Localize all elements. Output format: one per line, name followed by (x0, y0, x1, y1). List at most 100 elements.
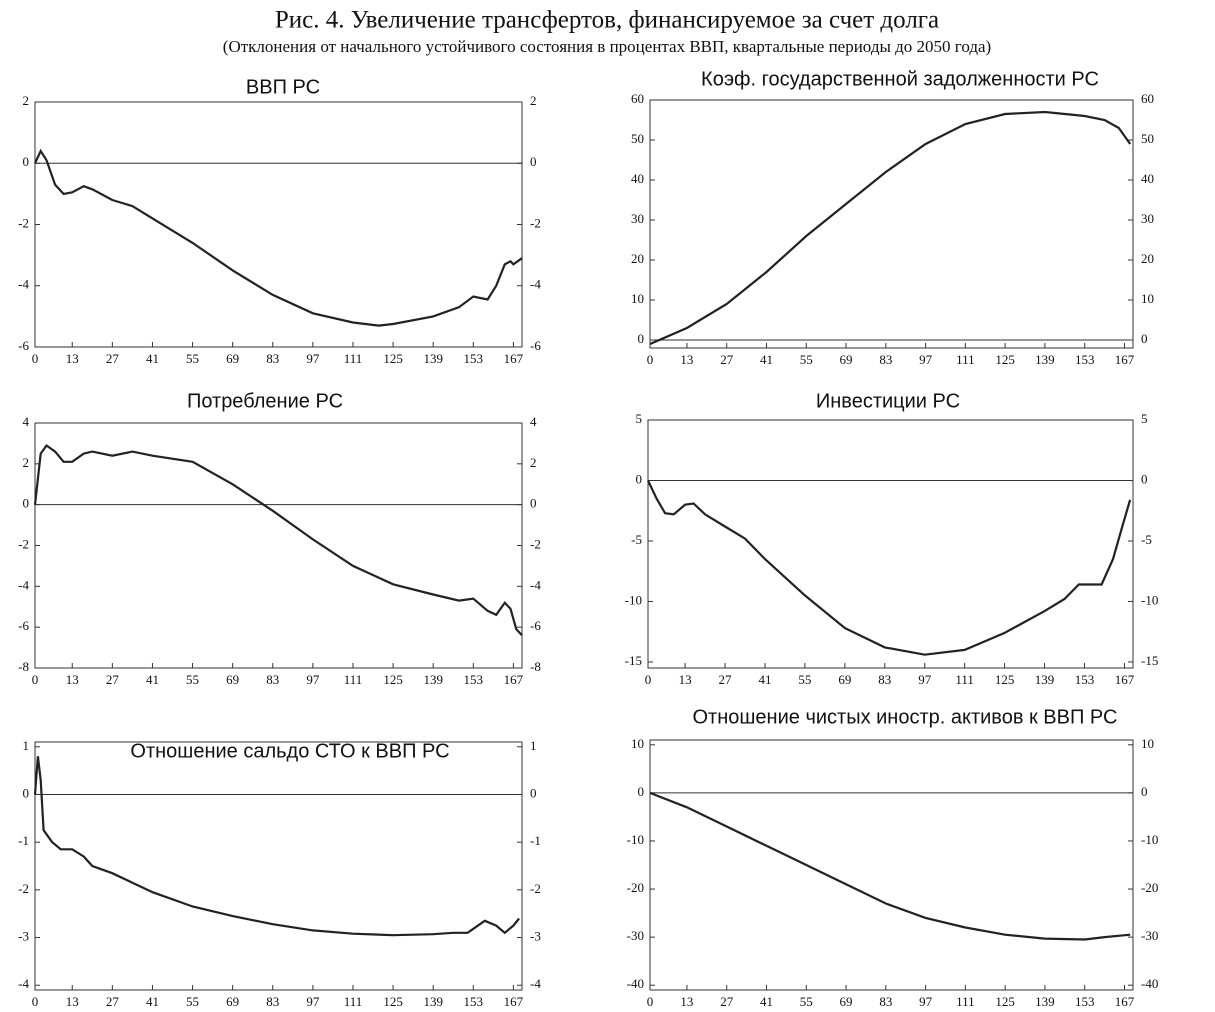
y2-tick-label: 4 (530, 414, 537, 429)
y-tick-label: 0 (23, 154, 30, 169)
x-tick-label: 83 (878, 672, 891, 687)
y-tick-label: 2 (23, 93, 30, 108)
figure-subtitle: (Отклонения от начального устойчивого со… (223, 37, 991, 56)
y-tick-label: 0 (636, 471, 643, 486)
y-tick-label: -1 (18, 833, 29, 848)
data-line (33, 443, 523, 637)
x-tick-label: 0 (647, 994, 654, 1009)
y-tick-label: 50 (631, 131, 644, 146)
y2-tick-label: -40 (1141, 976, 1158, 991)
y-tick-label: 4 (23, 414, 30, 429)
x-tick-label: 69 (838, 672, 851, 687)
y-tick-label: -2 (18, 536, 29, 551)
x-tick-label: 0 (647, 352, 654, 367)
x-tick-label: 27 (106, 994, 120, 1009)
x-tick-label: 69 (840, 352, 853, 367)
x-tick-label: 125 (995, 994, 1015, 1009)
x-tick-label: 41 (758, 672, 771, 687)
x-tick-label: 139 (423, 672, 443, 687)
x-tick-label: 0 (32, 351, 39, 366)
x-tick-label: 13 (680, 352, 693, 367)
y-tick-label: -4 (18, 277, 29, 292)
x-tick-label: 97 (306, 672, 320, 687)
x-tick-label: 111 (344, 672, 363, 687)
x-tick-label: 27 (720, 352, 734, 367)
x-tick-label: 83 (266, 351, 279, 366)
y2-tick-label: 20 (1141, 251, 1154, 266)
data-line (34, 148, 523, 327)
x-tick-label: 13 (66, 672, 79, 687)
plot-frame (649, 99, 1134, 349)
x-tick-label: 167 (1115, 352, 1135, 367)
y2-tick-label: -4 (530, 976, 541, 991)
x-tick-label: 153 (464, 351, 484, 366)
x-tick-label: 83 (879, 994, 892, 1009)
x-tick-label: 83 (266, 672, 279, 687)
y2-tick-label: -2 (530, 215, 541, 230)
y-tick-label: 2 (23, 455, 30, 470)
x-tick-label: 111 (956, 994, 975, 1009)
data-line (33, 756, 520, 937)
y2-tick-label: -10 (1141, 832, 1158, 847)
x-tick-label: 41 (146, 351, 159, 366)
y-tick-label: -30 (627, 928, 644, 943)
x-tick-label: 55 (186, 672, 199, 687)
y2-tick-label: 0 (530, 496, 537, 511)
x-tick-label: 13 (66, 351, 79, 366)
x-tick-label: 139 (1035, 672, 1055, 687)
x-tick-label: 83 (266, 994, 279, 1009)
y2-tick-label: 0 (530, 785, 537, 800)
y-tick-label: -2 (18, 215, 29, 230)
y2-tick-label: 0 (530, 154, 537, 169)
y2-tick-label: -6 (530, 618, 541, 633)
data-line (647, 480, 1132, 656)
y2-tick-label: 1 (530, 738, 537, 753)
y-tick-label: -8 (18, 659, 29, 674)
y-tick-label: 0 (23, 496, 30, 511)
x-tick-label: 125 (383, 351, 403, 366)
x-tick-label: 27 (720, 994, 734, 1009)
x-tick-label: 125 (383, 672, 403, 687)
x-tick-label: 111 (955, 672, 974, 687)
x-tick-label: 69 (840, 994, 853, 1009)
x-tick-label: 13 (680, 994, 693, 1009)
y-tick-label: -6 (18, 618, 29, 633)
x-tick-label: 0 (32, 672, 39, 687)
y2-tick-label: 0 (1141, 331, 1148, 346)
y-tick-label: -20 (627, 880, 644, 895)
y-tick-label: -10 (625, 592, 642, 607)
panel-title: Инвестиции РС (816, 390, 960, 412)
y-tick-label: 60 (631, 91, 644, 106)
figure-title: Рис. 4. Увеличение трансфертов, финансир… (275, 7, 939, 34)
plot-frame (647, 419, 1134, 669)
x-tick-label: 41 (760, 352, 773, 367)
y-tick-label: -10 (627, 832, 644, 847)
x-tick-label: 153 (1075, 352, 1095, 367)
x-tick-label: 41 (760, 994, 773, 1009)
x-tick-label: 97 (306, 351, 320, 366)
x-tick-label: 41 (146, 994, 159, 1009)
x-tick-label: 83 (879, 352, 892, 367)
x-tick-label: 69 (226, 994, 239, 1009)
y2-tick-label: -2 (530, 881, 541, 896)
x-tick-label: 139 (1035, 352, 1055, 367)
y2-tick-label: 40 (1141, 171, 1154, 186)
x-tick-label: 97 (919, 352, 933, 367)
y2-tick-label: 10 (1141, 736, 1154, 751)
x-tick-label: 125 (995, 352, 1015, 367)
y-tick-label: 0 (23, 785, 30, 800)
y-tick-label: -15 (625, 653, 642, 668)
y2-tick-label: -6 (530, 338, 541, 353)
y2-tick-label: 10 (1141, 291, 1154, 306)
x-tick-label: 27 (106, 672, 120, 687)
y2-tick-label: -4 (530, 577, 541, 592)
x-tick-label: 167 (1115, 672, 1135, 687)
y2-tick-label: 60 (1141, 91, 1154, 106)
y-tick-label: -2 (18, 881, 29, 896)
y-tick-label: -6 (18, 338, 29, 353)
x-tick-label: 153 (464, 672, 484, 687)
y-tick-label: -4 (18, 577, 29, 592)
y2-tick-label: 50 (1141, 131, 1154, 146)
y2-tick-label: 2 (530, 93, 537, 108)
